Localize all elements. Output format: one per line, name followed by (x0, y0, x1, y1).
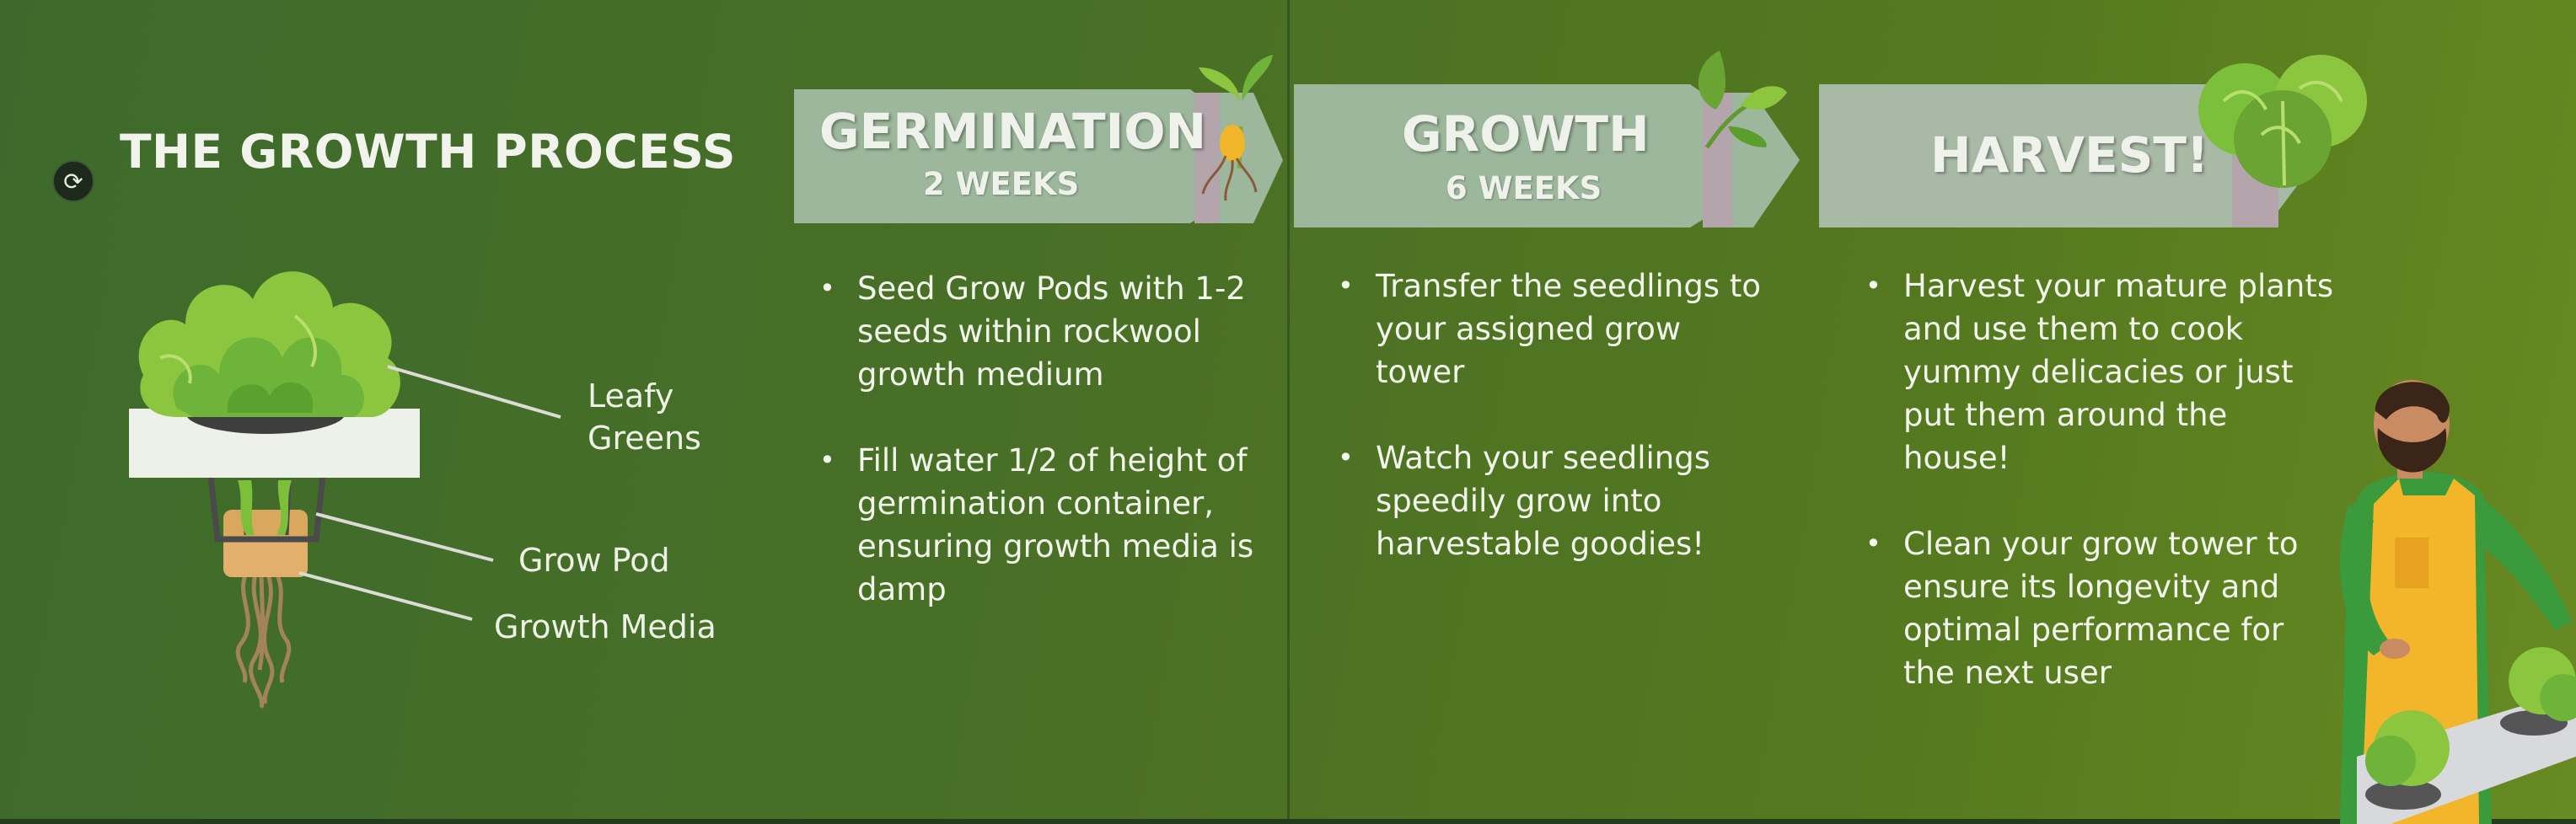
harvest-banner: HARVEST! (1819, 46, 2367, 232)
growth-duration: 6 WEEKS (1446, 170, 1602, 206)
growth-bullets: Transfer the seedlings to your assigned … (1338, 265, 1776, 608)
label-leafy-greens: Leafy Greens (588, 377, 701, 457)
list-item: Transfer the seedlings to your assigned … (1338, 265, 1776, 393)
list-item: Fill water 1/2 of height of germination … (819, 439, 1275, 611)
label-growth-media: Growth Media (494, 608, 716, 645)
refresh-icon[interactable]: ⟳ (52, 160, 94, 202)
lettuce-heads-icon (2198, 55, 2367, 188)
germination-banner: GERMINATION 2 WEEKS (794, 51, 1283, 227)
roots-illustration (235, 567, 292, 709)
page-title: THE GROWTH PROCESS (120, 125, 736, 179)
germination-title: GERMINATION (819, 103, 1207, 160)
leaf-sprig-icon (1698, 51, 1787, 149)
growth-title: GROWTH (1402, 105, 1650, 163)
harvest-title: HARVEST! (1930, 126, 2209, 184)
list-item: Harvest your mature plants and use them … (1865, 265, 2337, 479)
bottom-edge (0, 819, 2576, 824)
germination-duration: 2 WEEKS (923, 166, 1080, 202)
seedling-icon (1199, 55, 1273, 201)
list-item: Watch your seedlings speedily grow into … (1338, 436, 1776, 565)
lettuce-illustration (138, 271, 400, 417)
section-divider (1287, 0, 1290, 824)
germination-bullets: Seed Grow Pods with 1-2 seeds within roc… (819, 267, 1275, 654)
plant-diagram (129, 271, 561, 709)
harvest-bullets: Harvest your mature plants and use them … (1865, 265, 2337, 737)
list-item: Clean your grow tower to ensure its long… (1865, 522, 2337, 694)
list-item: Seed Grow Pods with 1-2 seeds within roc… (819, 267, 1275, 396)
gardener-illustration (2340, 380, 2576, 824)
label-pointer-lines (298, 365, 561, 621)
label-grow-pod: Grow Pod (518, 542, 670, 579)
growth-banner: GROWTH 6 WEEKS (1294, 46, 1800, 232)
